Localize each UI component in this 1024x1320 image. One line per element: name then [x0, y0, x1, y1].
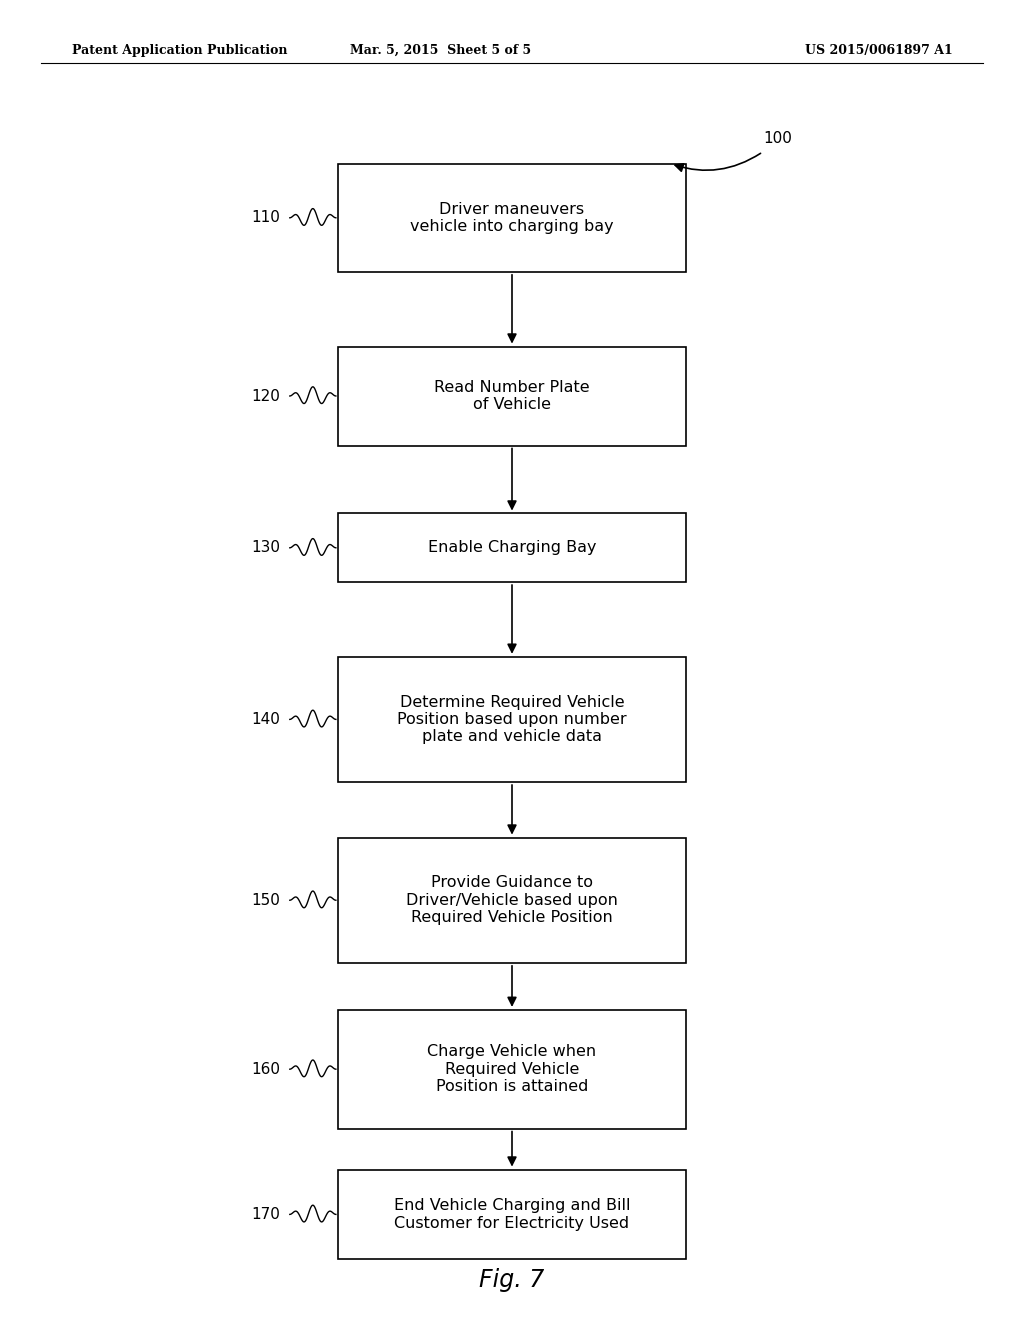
Bar [338, 837, 686, 964]
Text: 160: 160 [251, 1061, 280, 1077]
Text: Provide Guidance to
Driver/Vehicle based upon
Required Vehicle Position: Provide Guidance to Driver/Vehicle based… [407, 875, 617, 925]
Text: Charge Vehicle when
Required Vehicle
Position is attained: Charge Vehicle when Required Vehicle Pos… [427, 1044, 597, 1094]
Text: 110: 110 [251, 210, 280, 226]
Text: 150: 150 [251, 892, 280, 908]
Bar [338, 1010, 686, 1129]
Text: 130: 130 [251, 540, 280, 556]
Text: Fig. 7: Fig. 7 [479, 1269, 545, 1292]
Text: End Vehicle Charging and Bill
Customer for Electricity Used: End Vehicle Charging and Bill Customer f… [394, 1199, 630, 1230]
Text: Patent Application Publication: Patent Application Publication [72, 44, 287, 57]
Bar [338, 656, 686, 781]
Bar [338, 164, 686, 272]
Bar [338, 513, 686, 582]
Text: Determine Required Vehicle
Position based upon number
plate and vehicle data: Determine Required Vehicle Position base… [397, 694, 627, 744]
Text: Read Number Plate
of Vehicle: Read Number Plate of Vehicle [434, 380, 590, 412]
Text: 100: 100 [764, 131, 793, 147]
Text: Enable Charging Bay: Enable Charging Bay [428, 540, 596, 556]
Bar [338, 346, 686, 446]
Text: 140: 140 [251, 711, 280, 727]
Text: Mar. 5, 2015  Sheet 5 of 5: Mar. 5, 2015 Sheet 5 of 5 [350, 44, 530, 57]
Text: US 2015/0061897 A1: US 2015/0061897 A1 [805, 44, 952, 57]
Text: 170: 170 [251, 1206, 280, 1222]
Text: 120: 120 [251, 388, 280, 404]
Bar [338, 1170, 686, 1259]
Text: Driver maneuvers
vehicle into charging bay: Driver maneuvers vehicle into charging b… [411, 202, 613, 234]
